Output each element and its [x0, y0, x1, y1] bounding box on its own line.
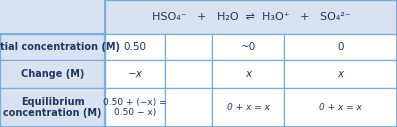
- Bar: [284, 60, 397, 88]
- Bar: [212, 60, 284, 88]
- Text: 0: 0: [337, 42, 344, 52]
- Text: 0 + x = x: 0 + x = x: [227, 103, 270, 112]
- Text: 0.50: 0.50: [123, 42, 146, 52]
- Text: Change (M): Change (M): [21, 69, 84, 79]
- Text: −x: −x: [127, 69, 143, 79]
- Text: x: x: [245, 69, 251, 79]
- Text: Initial concentration (M): Initial concentration (M): [0, 42, 119, 52]
- Text: HSO₄⁻   +   H₂O  ⇌  H₃O⁺   +   SO₄²⁻: HSO₄⁻ + H₂O ⇌ H₃O⁺ + SO₄²⁻: [152, 12, 351, 22]
- Text: Equilibrium
concentration (M): Equilibrium concentration (M): [3, 97, 102, 118]
- Text: ~0: ~0: [241, 42, 256, 52]
- Bar: [0, 60, 105, 88]
- Text: x: x: [337, 69, 343, 79]
- Bar: [105, 88, 165, 127]
- Bar: [105, 0, 397, 34]
- Bar: [105, 34, 165, 60]
- Bar: [0, 34, 105, 127]
- Text: 0.50 + (−x) =
0.50 − x): 0.50 + (−x) = 0.50 − x): [103, 98, 167, 117]
- Bar: [212, 34, 284, 60]
- Bar: [165, 88, 212, 127]
- Text: 0 + x = x: 0 + x = x: [319, 103, 362, 112]
- Bar: [165, 60, 212, 88]
- Bar: [0, 88, 105, 127]
- Bar: [284, 88, 397, 127]
- Bar: [212, 88, 284, 127]
- Bar: [284, 34, 397, 60]
- Bar: [105, 0, 397, 127]
- Bar: [165, 34, 212, 60]
- Bar: [0, 34, 105, 60]
- Bar: [105, 60, 165, 88]
